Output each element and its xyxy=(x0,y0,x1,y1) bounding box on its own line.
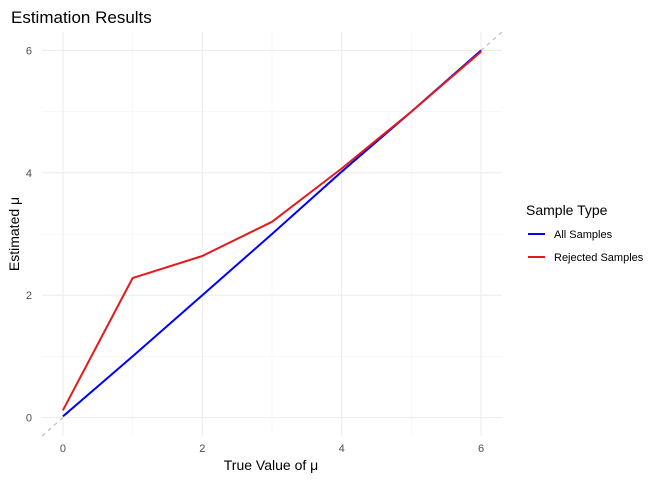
x-axis-title: True Value of μ xyxy=(224,457,318,473)
y-tick-label: 4 xyxy=(26,168,32,180)
legend: Sample Type All Samples Rejected Samples xyxy=(526,202,644,264)
y-axis-ticks: 0 2 4 6 xyxy=(26,45,32,424)
legend-items: All Samples Rejected Samples xyxy=(528,229,644,264)
series-layer xyxy=(62,49,482,418)
legend-title: Sample Type xyxy=(526,202,608,218)
x-tick-label: 6 xyxy=(478,443,484,455)
y-tick-label: 2 xyxy=(26,290,32,302)
y-tick-label: 0 xyxy=(26,413,32,425)
x-tick-label: 0 xyxy=(60,443,66,455)
x-tick-label: 2 xyxy=(199,443,205,455)
x-tick-label: 4 xyxy=(339,443,345,455)
grid xyxy=(42,32,502,436)
series-line-1 xyxy=(62,50,482,411)
legend-label-1: Rejected Samples xyxy=(554,252,644,264)
y-tick-label: 6 xyxy=(26,45,32,57)
x-axis-ticks: 0 2 4 6 xyxy=(60,443,484,455)
chart-title: Estimation Results xyxy=(11,8,152,27)
y-axis-title: Estimated μ xyxy=(6,197,22,271)
legend-label-0: All Samples xyxy=(554,229,613,241)
